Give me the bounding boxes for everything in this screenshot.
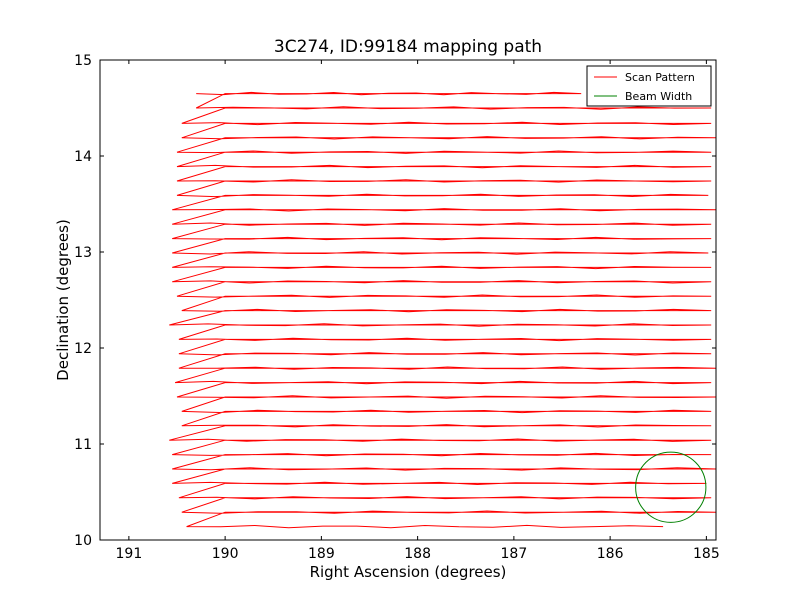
y-tick-label: 10 (74, 533, 92, 549)
y-tick-label: 15 (74, 53, 92, 69)
x-axis-title: Right Ascension (degrees) (310, 563, 507, 581)
y-tick-label: 13 (74, 245, 92, 261)
y-axis-title: Declination (degrees) (54, 219, 72, 381)
x-tick-label: 188 (404, 546, 431, 562)
legend-label: Scan Pattern (625, 71, 695, 84)
legend: Scan Pattern Beam Width (586, 65, 712, 107)
scan-pattern-line (169, 91, 716, 529)
beam-width-circle (635, 451, 707, 523)
y-tick-label: 14 (74, 149, 92, 165)
chart-title: 3C274, ID:99184 mapping path (274, 37, 542, 57)
y-tick-label: 12 (74, 341, 92, 357)
x-tick-label: 185 (693, 546, 720, 562)
x-tick-label: 187 (501, 546, 528, 562)
axis-ticks: 191 190 189 188 187 186 185 10 11 12 13 14 15 (74, 53, 720, 562)
legend-box (586, 65, 712, 107)
x-tick-label: 190 (212, 546, 239, 562)
x-tick-label: 191 (116, 546, 143, 562)
plot-area (169, 91, 716, 529)
x-tick-label: 186 (597, 546, 624, 562)
x-tick-label: 189 (308, 546, 335, 562)
legend-label: Beam Width (625, 90, 692, 103)
plot-frame (99, 59, 717, 541)
y-tick-label: 11 (74, 437, 92, 453)
